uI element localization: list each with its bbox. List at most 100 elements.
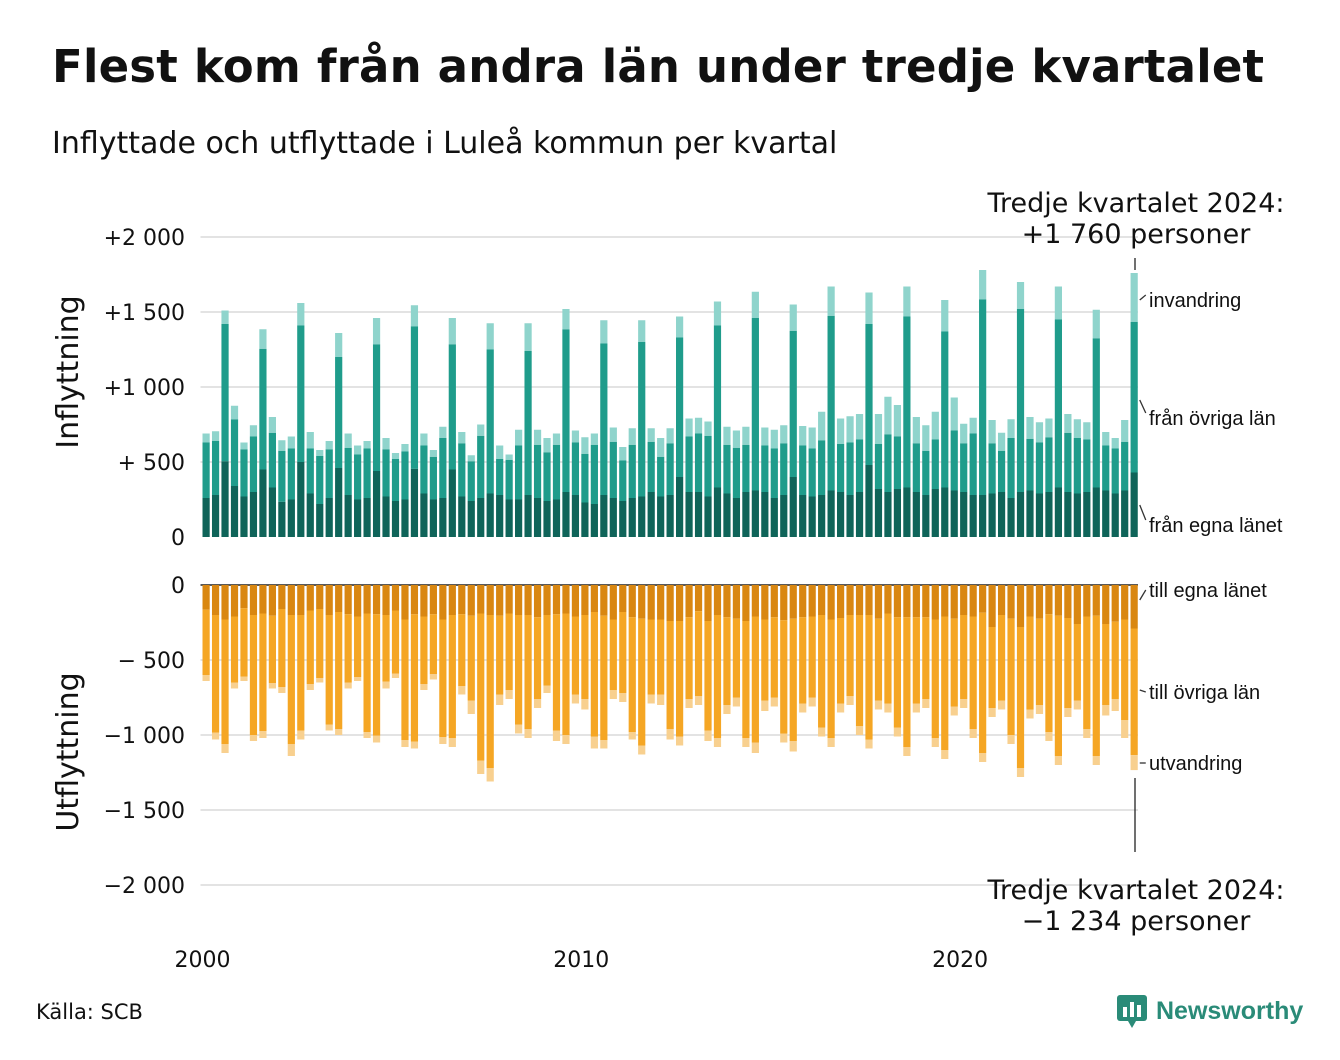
bar-out-other	[884, 613, 892, 704]
y-tick-label-outflow: 0	[171, 574, 185, 599]
bar-in-immig	[950, 397, 958, 431]
bar-out-other	[874, 618, 883, 701]
bar-out-other	[1016, 627, 1025, 768]
bar-out-own	[742, 585, 750, 621]
bar-in-own	[789, 477, 797, 537]
bar-out-emig	[922, 699, 930, 708]
bar-out-emig	[685, 699, 693, 708]
bar-in-own	[685, 492, 693, 537]
bar-in-immig	[1092, 309, 1100, 339]
bar-in-own	[1111, 493, 1119, 537]
bar-out-emig	[855, 726, 864, 735]
series-label-inflow: från övriga län	[1149, 408, 1276, 430]
bar-in-other	[1016, 309, 1025, 492]
bar-out-other	[780, 620, 788, 734]
bar-out-emig	[884, 703, 892, 713]
bar-out-other	[230, 616, 239, 683]
bar-in-other	[713, 325, 722, 488]
bar-in-other	[685, 436, 693, 492]
bar-in-immig	[685, 418, 693, 437]
bar-in-own	[1026, 490, 1034, 537]
bar-in-immig	[221, 310, 229, 324]
bar-in-immig	[713, 301, 722, 326]
series-label-outflow: till övriga län	[1149, 682, 1260, 704]
bar-out-emig	[240, 676, 248, 681]
bar-out-emig	[363, 732, 371, 738]
bar-out-own	[628, 585, 636, 618]
bar-out-emig	[439, 737, 447, 744]
bar-in-other	[808, 448, 816, 497]
bar-in-own	[723, 493, 731, 537]
bar-in-immig	[751, 291, 759, 318]
bar-out-own	[363, 585, 371, 614]
bar-out-own	[657, 585, 665, 620]
bar-out-other	[1111, 621, 1119, 699]
bar-in-other	[533, 444, 542, 498]
bar-in-own	[609, 498, 617, 537]
bar-out-emig	[666, 729, 674, 740]
chart-title: Flest kom från andra län under tredje kv…	[52, 40, 1265, 93]
series-label-outflow: utvandring	[1149, 753, 1242, 775]
bar-in-other	[827, 315, 835, 491]
bar-out-own	[448, 585, 456, 615]
bar-out-emig	[1083, 729, 1091, 738]
bar-in-own	[713, 487, 722, 537]
bar-in-immig	[1054, 286, 1062, 320]
bar-in-own	[496, 495, 504, 537]
bar-in-other	[619, 460, 627, 501]
bar-in-other	[372, 344, 381, 471]
bar-in-immig	[581, 437, 589, 454]
bar-out-other	[969, 616, 977, 729]
bar-out-own	[287, 585, 295, 615]
bar-out-emig	[799, 703, 807, 713]
bar-in-own	[1083, 492, 1091, 537]
bar-in-immig	[931, 411, 939, 440]
bar-out-emig	[278, 687, 286, 693]
bar-out-other	[533, 617, 542, 699]
bar-out-other	[316, 609, 324, 678]
bar-in-other	[988, 443, 996, 494]
bar-out-own	[552, 585, 561, 615]
bar-in-immig	[638, 320, 646, 342]
bar-out-other	[401, 619, 409, 741]
bar-out-emig	[619, 693, 627, 702]
bar-out-emig	[723, 705, 731, 714]
bar-out-emig	[1045, 732, 1053, 741]
bar-out-own	[780, 585, 788, 621]
bar-in-immig	[799, 426, 807, 446]
bar-in-other	[202, 442, 210, 498]
bar-in-own	[287, 499, 295, 537]
bar-in-other	[969, 433, 977, 495]
bar-out-other	[941, 616, 949, 750]
bar-out-own	[799, 585, 807, 618]
bar-in-other	[751, 318, 759, 491]
bar-out-other	[988, 627, 996, 708]
bar-out-emig	[818, 727, 826, 737]
bar-in-immig	[846, 416, 854, 443]
bar-in-other	[1111, 448, 1119, 494]
bar-out-emig	[713, 738, 722, 747]
y-tick-label-inflow: +1 500	[104, 301, 185, 326]
bar-in-other	[1035, 442, 1044, 494]
bar-out-other	[666, 621, 674, 729]
bar-out-own	[997, 585, 1006, 615]
series-label-inflow: från egna länet	[1149, 515, 1283, 537]
bar-in-own	[1092, 487, 1100, 537]
bar-out-emig	[1054, 756, 1062, 765]
bar-out-emig	[401, 740, 409, 747]
bar-in-other	[770, 448, 778, 498]
bar-out-emig	[259, 731, 267, 738]
bar-in-immig	[552, 433, 561, 445]
bar-in-other	[893, 436, 902, 489]
bar-in-other	[316, 456, 324, 504]
bar-in-own	[732, 498, 741, 537]
bar-in-own	[1035, 493, 1044, 537]
bar-out-emig	[704, 730, 712, 741]
bar-in-own	[1045, 492, 1053, 537]
bar-out-own	[723, 585, 731, 618]
bar-out-other	[903, 617, 911, 747]
bar-out-other	[609, 619, 617, 690]
bar-out-emig	[836, 703, 845, 713]
bar-out-own	[533, 585, 542, 618]
y-tick-label-outflow: −1 000	[104, 724, 185, 749]
